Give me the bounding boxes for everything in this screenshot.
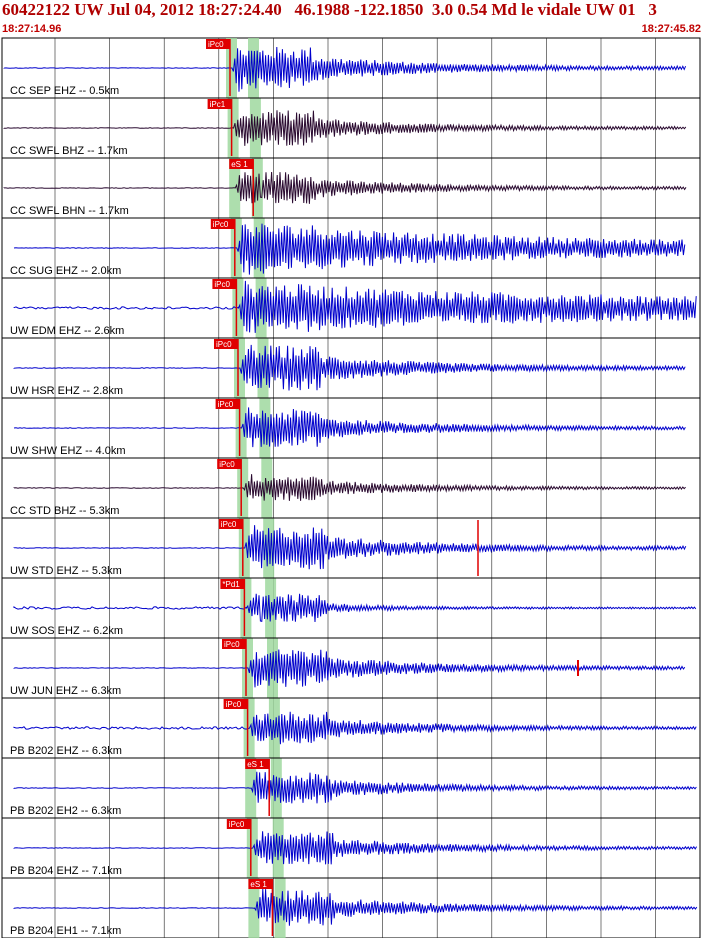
phase-pick-flag[interactable] [248,879,273,889]
channel-label: UW SHW EHZ -- 4.0km [10,445,126,457]
waveform-trace [13,344,686,391]
waveform-trace [13,223,686,275]
channel-row[interactable]: iPc0 UW SHW EHZ -- 4.0km [2,397,700,457]
phase-pick-label: eS 1 [231,160,248,169]
channel-label: UW EDM EHZ -- 2.6km [10,325,124,337]
waveform-trace [13,649,686,688]
waveform-trace [13,474,686,501]
waveform-trace [3,110,687,146]
phase-pick-flag[interactable] [218,519,243,529]
phase-pick-flag[interactable] [223,699,248,709]
waveform-trace [13,771,697,804]
channel-row[interactable]: iPc0 UW STD EHZ -- 5.3km [2,517,700,577]
phase-pick-label: iPc0 [224,640,240,649]
phase-pick-flag[interactable] [210,219,235,229]
waveform-trace [13,407,686,448]
phase-pick-label: iPc0 [216,340,232,349]
phase-pick-flag[interactable] [226,819,251,829]
channel-row[interactable]: eS 1 CC SWFL BHN -- 1.7km [2,157,700,217]
plot-frame [1,37,701,938]
time-start-label: 18:27:14.96 [2,23,62,35]
phase-pick-label: eS 1 [250,880,267,889]
phase-pick-flag[interactable] [222,639,246,649]
channel-row[interactable]: iPc0 CC STD BHZ -- 5.3km [2,457,700,517]
channel-label: CC STD BHZ -- 5.3km [10,505,119,517]
channel-row[interactable]: iPc0 PB B204 EHZ -- 7.1km [2,817,700,877]
waveform-trace [13,888,698,926]
channel-label: PB B204 EH1 -- 7.1km [10,925,121,937]
channel-row[interactable]: iPc0 UW HSR EHZ -- 2.8km [2,337,700,397]
channel-row[interactable]: iPc1 CC SWFL BHZ -- 1.7km [2,97,700,157]
phase-pick-flag[interactable] [245,759,270,769]
channel-row[interactable]: eS 1 PB B202 EH2 -- 6.3km [2,757,700,817]
channel-label: CC SUG EHZ -- 2.0km [10,265,121,277]
phase-pick-label: iPc0 [226,700,242,709]
phase-pick-flag[interactable] [217,459,242,469]
phase-pick-label: iPc0 [214,280,230,289]
channel-label: PB B202 EH2 -- 6.3km [10,805,121,817]
channel-label: UW STD EHZ -- 5.3km [10,565,122,577]
channel-row[interactable]: eS 1 PB B204 EH1 -- 7.1km [2,877,700,937]
channel-label: CC SWFL BHN -- 1.7km [10,205,129,217]
phase-pick-label: *Pd1 [222,580,240,589]
waveform-trace [13,831,698,865]
channel-row[interactable]: *Pd1 UW SOS EHZ -- 6.2km [2,577,700,637]
waveform-trace [3,171,687,204]
phase-pick-flag[interactable] [220,579,245,589]
phase-pick-label: eS 1 [247,760,264,769]
channel-row[interactable]: iPc0 CC SEP EHZ -- 0.5km [3,39,687,97]
phase-pick-flag[interactable] [214,339,238,349]
phase-pick-label: iPc0 [219,460,235,469]
waveform-trace [13,711,697,745]
event-header-title: 60422122 UW Jul 04, 2012 18:27:24.40 46.… [2,0,657,19]
channel-label: PB B202 EHZ -- 6.3km [10,745,122,757]
phase-pick-flag[interactable] [207,99,232,109]
waveform-trace [13,525,687,570]
phase-pick-label: iPc0 [221,520,237,529]
phase-pick-label: iPc0 [218,400,234,409]
phase-pick-flag[interactable] [215,399,240,409]
channel-label: CC SEP EHZ -- 0.5km [10,85,119,97]
channel-label: UW SOS EHZ -- 6.2km [10,625,123,637]
phase-pick-label: iPc0 [229,820,245,829]
waveform-trace [13,280,697,333]
phase-pick-flag[interactable] [206,39,230,49]
channel-label: UW HSR EHZ -- 2.8km [10,385,123,397]
waveform-trace [13,593,697,623]
channel-row[interactable]: iPc0 PB B202 EHZ -- 6.3km [2,697,700,757]
waveform-trace [3,46,687,92]
channel-label: CC SWFL BHZ -- 1.7km [10,145,128,157]
phase-pick-flag[interactable] [229,159,254,169]
channel-row[interactable]: iPc0 UW EDM EHZ -- 2.6km [2,277,700,337]
channel-row[interactable]: iPc0 UW JUN EHZ -- 6.3km [2,637,700,697]
channel-label: PB B204 EHZ -- 7.1km [10,865,122,877]
channel-label: UW JUN EHZ -- 6.3km [10,685,121,697]
phase-pick-label: iPc1 [210,100,226,109]
phase-pick-label: iPc0 [213,220,229,229]
time-end-label: 18:27:45.82 [641,23,701,35]
phase-pick-flag[interactable] [212,279,237,289]
channel-row[interactable]: iPc0 CC SUG EHZ -- 2.0km [2,217,700,277]
phase-pick-label: iPc0 [208,40,224,49]
